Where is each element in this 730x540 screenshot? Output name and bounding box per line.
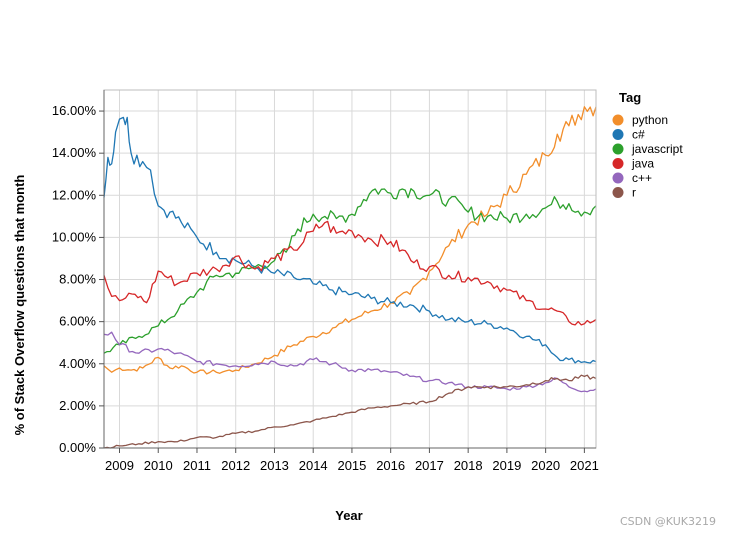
legend-label: java xyxy=(631,157,654,171)
legend-label: javascript xyxy=(631,142,683,156)
watermark: CSDN @KUK3219 xyxy=(619,515,716,528)
x-tick-label: 2018 xyxy=(454,458,483,473)
legend-label: r xyxy=(632,186,636,200)
x-tick-label: 2011 xyxy=(183,458,211,473)
legend-label: c++ xyxy=(632,171,652,185)
series-lines xyxy=(103,106,597,449)
y-tick-label: 10.00% xyxy=(52,229,97,244)
plot-border xyxy=(103,89,597,449)
x-tick-label: 2010 xyxy=(144,458,173,473)
legend-swatch xyxy=(612,172,624,184)
x-tick-label: 2012 xyxy=(221,458,250,473)
legend-swatch xyxy=(612,158,624,169)
legend-label: python xyxy=(632,113,668,127)
series-line-javascript xyxy=(103,188,597,354)
series-line-python xyxy=(103,106,597,375)
legend-title: Tag xyxy=(619,90,641,105)
x-tick-label: 2015 xyxy=(337,458,366,473)
x-tick-label: 2020 xyxy=(531,458,560,473)
x-axis-label: Year xyxy=(335,508,362,523)
y-tick-label: 12.00% xyxy=(52,187,97,202)
series-line-r xyxy=(103,374,597,449)
y-tick-label: 8.00% xyxy=(59,272,96,287)
legend-swatch xyxy=(612,129,624,140)
legend-swatch xyxy=(612,114,624,126)
series-line-c- xyxy=(103,116,597,364)
y-tick-label: 2.00% xyxy=(59,398,96,413)
x-tick-label: 2019 xyxy=(492,458,521,473)
x-tick-label: 2016 xyxy=(376,458,405,473)
legend-swatch xyxy=(612,143,624,155)
series-line-c-- xyxy=(103,331,597,393)
grid-lines xyxy=(104,90,596,449)
y-tick-label: 4.00% xyxy=(59,356,96,371)
y-tick-label: 0.00% xyxy=(59,440,96,455)
x-tick-label: 2021 xyxy=(570,458,599,473)
y-tick-label: 14.00% xyxy=(52,145,97,160)
series-line-java xyxy=(103,220,597,326)
y-axis-label: % of Stack Overflow questions that month xyxy=(12,175,27,436)
x-tick-label: 2009 xyxy=(105,458,134,473)
x-tick-label: 2017 xyxy=(415,458,444,473)
x-tick-label: 2014 xyxy=(299,458,328,473)
legend-swatch xyxy=(612,187,624,198)
legend-label: c# xyxy=(632,128,645,142)
axes xyxy=(103,89,597,449)
tick-labels: 2009 2010 2011 2012 2013 2014 2015 2016 2017 2018… xyxy=(52,103,599,473)
x-tick-label: 2013 xyxy=(260,458,289,473)
y-tick-label: 6.00% xyxy=(59,314,96,329)
y-tick-label: 16.00% xyxy=(52,103,97,118)
